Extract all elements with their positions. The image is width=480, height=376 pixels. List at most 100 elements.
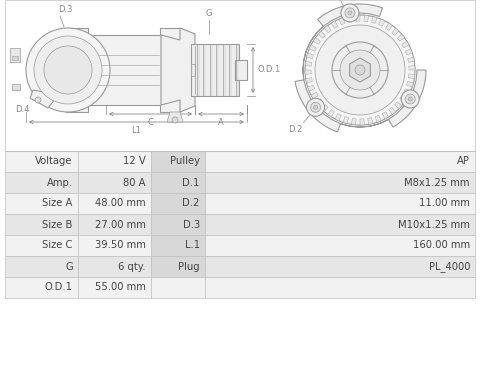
Polygon shape <box>318 31 325 38</box>
Polygon shape <box>347 16 352 22</box>
Text: D.4: D.4 <box>15 105 29 114</box>
Bar <box>5 151 78 172</box>
Circle shape <box>34 36 102 104</box>
Circle shape <box>313 105 318 109</box>
Text: 80 A: 80 A <box>123 177 146 188</box>
Polygon shape <box>308 85 315 91</box>
Polygon shape <box>397 34 405 41</box>
Circle shape <box>405 94 415 104</box>
Text: 11.00 mm: 11.00 mm <box>419 199 470 209</box>
Circle shape <box>26 28 110 112</box>
Polygon shape <box>167 112 183 122</box>
Text: G: G <box>206 9 212 18</box>
Polygon shape <box>356 15 360 21</box>
Polygon shape <box>311 92 318 99</box>
Text: L1: L1 <box>132 126 142 135</box>
Text: D.2: D.2 <box>182 199 200 209</box>
Text: Size B: Size B <box>42 220 73 229</box>
Polygon shape <box>364 15 369 21</box>
Bar <box>191 64 195 76</box>
Circle shape <box>307 98 324 116</box>
Bar <box>5 277 78 298</box>
Polygon shape <box>339 18 345 25</box>
Bar <box>205 235 475 256</box>
Bar <box>191 44 239 96</box>
Bar <box>205 256 475 277</box>
Bar <box>5 172 78 193</box>
Polygon shape <box>313 38 320 44</box>
Bar <box>12 84 20 90</box>
Polygon shape <box>349 58 371 82</box>
Bar <box>5 214 78 235</box>
Bar <box>205 214 475 235</box>
Bar <box>78 214 151 235</box>
Circle shape <box>341 4 359 22</box>
Text: 39.50 mm: 39.50 mm <box>95 241 146 250</box>
Bar <box>78 193 151 214</box>
Polygon shape <box>331 21 338 28</box>
Polygon shape <box>305 61 312 66</box>
Polygon shape <box>379 19 385 26</box>
Polygon shape <box>309 45 316 51</box>
Polygon shape <box>395 102 402 109</box>
Bar <box>205 277 475 298</box>
Text: D.1: D.1 <box>182 177 200 188</box>
Polygon shape <box>360 119 364 125</box>
Bar <box>78 277 151 298</box>
Bar <box>151 235 205 256</box>
Circle shape <box>345 8 355 18</box>
Polygon shape <box>408 57 414 62</box>
Bar <box>151 151 205 172</box>
Bar <box>5 235 78 256</box>
Text: G: G <box>65 261 73 271</box>
Text: 160.00 mm: 160.00 mm <box>413 241 470 250</box>
Text: M10x1.25 mm: M10x1.25 mm <box>398 220 470 229</box>
Text: Pulley: Pulley <box>170 156 200 167</box>
Polygon shape <box>66 28 180 112</box>
Circle shape <box>401 90 419 108</box>
Polygon shape <box>402 41 409 48</box>
Text: AP: AP <box>457 156 470 167</box>
Text: 6 qty.: 6 qty. <box>118 261 146 271</box>
Text: Amp.: Amp. <box>47 177 73 188</box>
Circle shape <box>35 97 41 103</box>
Polygon shape <box>405 49 412 55</box>
Bar <box>205 172 475 193</box>
Polygon shape <box>408 74 415 79</box>
Text: 12 V: 12 V <box>123 156 146 167</box>
Text: 27.00 mm: 27.00 mm <box>95 220 146 229</box>
Text: 48.00 mm: 48.00 mm <box>95 199 146 209</box>
Polygon shape <box>328 110 335 117</box>
Text: Voltage: Voltage <box>36 156 73 167</box>
Polygon shape <box>315 99 323 106</box>
Polygon shape <box>372 17 377 23</box>
Polygon shape <box>306 78 312 83</box>
Polygon shape <box>351 118 356 125</box>
Polygon shape <box>404 89 411 95</box>
Text: PL_4000: PL_4000 <box>429 261 470 272</box>
Bar <box>78 172 151 193</box>
Polygon shape <box>409 66 415 70</box>
Circle shape <box>44 46 92 94</box>
Text: D.3: D.3 <box>58 5 72 14</box>
Polygon shape <box>343 117 348 123</box>
Text: D.2: D.2 <box>288 125 303 134</box>
Circle shape <box>348 11 352 15</box>
Polygon shape <box>335 114 341 121</box>
Bar <box>235 60 247 80</box>
Polygon shape <box>307 53 313 59</box>
Polygon shape <box>382 112 389 119</box>
Text: O.D.1: O.D.1 <box>257 65 280 74</box>
Bar <box>5 0 475 151</box>
Bar <box>151 193 205 214</box>
Bar <box>151 277 205 298</box>
Text: A: A <box>218 118 224 127</box>
Bar <box>78 151 151 172</box>
Polygon shape <box>389 107 396 115</box>
Bar <box>151 214 205 235</box>
Polygon shape <box>321 105 328 112</box>
Circle shape <box>408 97 412 101</box>
Circle shape <box>311 102 321 112</box>
Text: O.D.1: O.D.1 <box>45 282 73 293</box>
Polygon shape <box>392 28 399 35</box>
